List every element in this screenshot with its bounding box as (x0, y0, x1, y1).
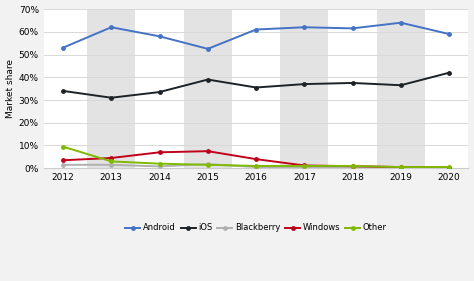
Android (253, 28, 259, 31)
Other (157, 162, 163, 165)
Other (60, 145, 66, 148)
Other (350, 164, 356, 168)
Blackberry (205, 162, 210, 166)
Line: Windows: Windows (61, 149, 452, 170)
Bar (377, 9, 425, 168)
Other (301, 164, 307, 168)
Bar (280, 9, 328, 168)
iOS (398, 83, 404, 87)
Android (109, 26, 114, 29)
Other (398, 166, 404, 169)
Blackberry (447, 166, 452, 169)
iOS (350, 81, 356, 85)
Blackberry (60, 163, 66, 167)
Other (253, 164, 259, 168)
Windows (350, 164, 356, 168)
Windows (60, 158, 66, 162)
Bar (87, 9, 136, 168)
Windows (253, 157, 259, 161)
iOS (301, 82, 307, 86)
iOS (205, 78, 210, 81)
Android (301, 26, 307, 29)
Android (447, 32, 452, 36)
iOS (109, 96, 114, 99)
Bar (184, 9, 232, 168)
Windows (109, 156, 114, 160)
Line: Android: Android (61, 20, 452, 51)
Line: Blackberry: Blackberry (61, 162, 452, 170)
Blackberry (301, 166, 307, 169)
Windows (205, 149, 210, 153)
Other (205, 163, 210, 167)
Other (447, 166, 452, 169)
Blackberry (350, 166, 356, 169)
iOS (447, 71, 452, 74)
Legend: Android, iOS, Blackberry, Windows, Other: Android, iOS, Blackberry, Windows, Other (122, 220, 390, 236)
Blackberry (109, 163, 114, 167)
Android (157, 35, 163, 38)
Line: iOS: iOS (61, 70, 452, 100)
Android (205, 47, 210, 51)
Blackberry (157, 165, 163, 168)
Android (398, 21, 404, 24)
Android (60, 46, 66, 49)
Windows (157, 151, 163, 154)
Android (350, 27, 356, 30)
iOS (157, 90, 163, 94)
Y-axis label: Market share: Market share (6, 59, 15, 118)
iOS (253, 86, 259, 89)
Windows (447, 166, 452, 169)
Other (109, 160, 114, 163)
Windows (398, 166, 404, 169)
iOS (60, 89, 66, 93)
Blackberry (253, 166, 259, 169)
Line: Other: Other (61, 144, 452, 169)
Windows (301, 164, 307, 167)
Blackberry (398, 166, 404, 169)
